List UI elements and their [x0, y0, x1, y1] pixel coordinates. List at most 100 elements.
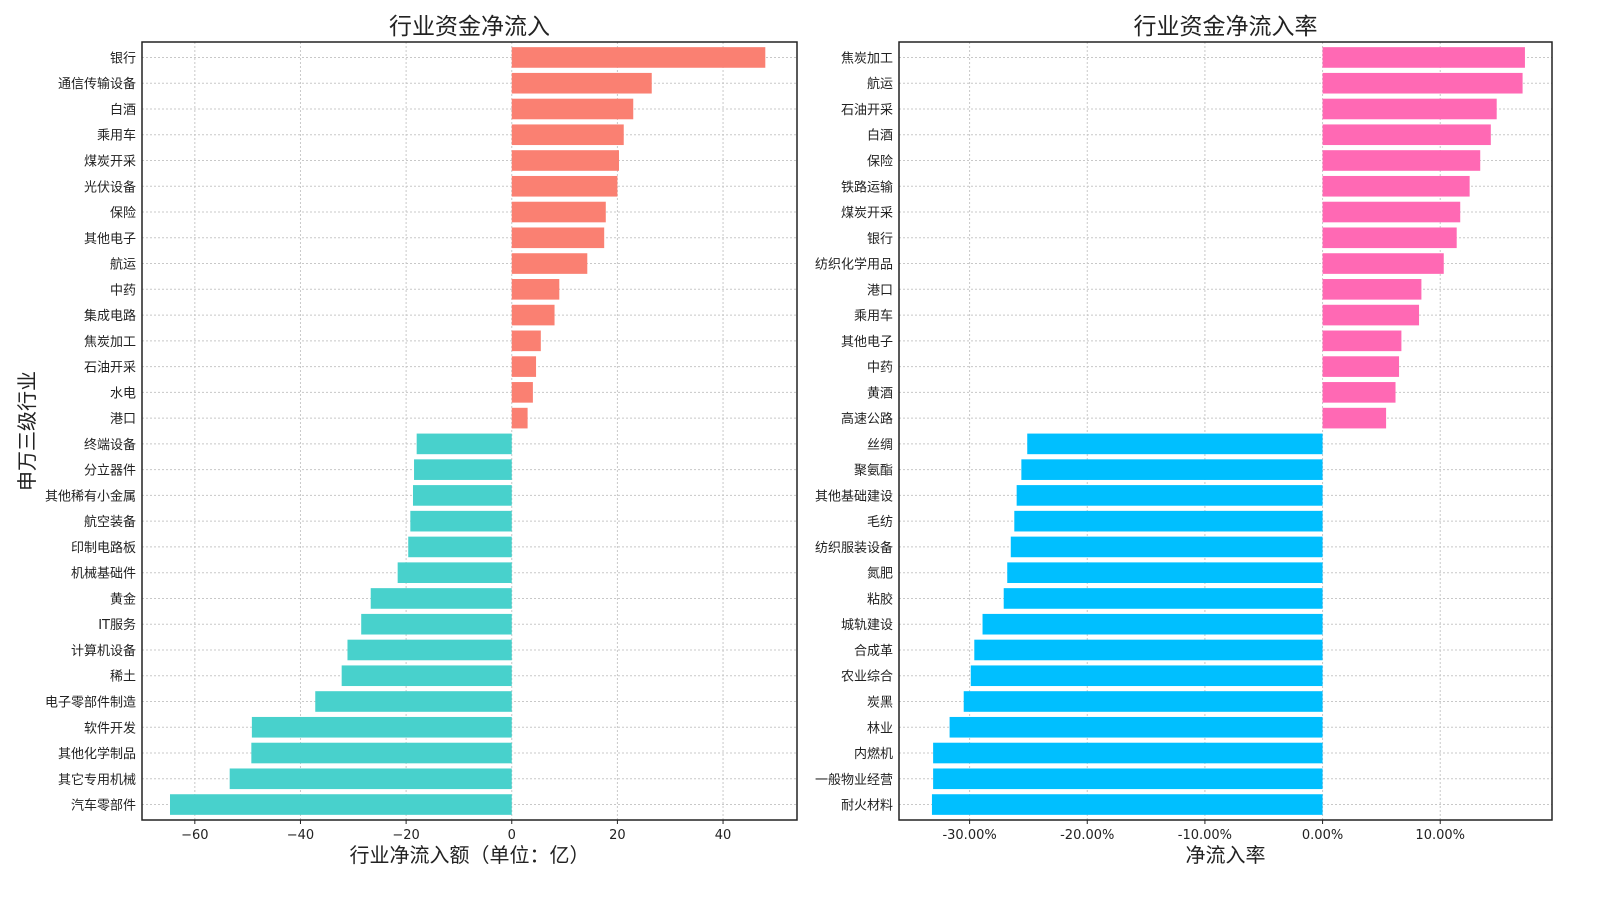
bar: [169, 794, 512, 815]
category-label: 其他稀有小金属: [45, 488, 136, 504]
category-label: 毛纺: [867, 515, 893, 530]
x-tick-label: 20: [609, 828, 626, 843]
bar: [229, 768, 512, 790]
category-label: 白酒: [110, 102, 136, 118]
x-axis-label: 行业净流入额（单位：亿）: [350, 843, 590, 867]
bar: [1322, 150, 1481, 171]
bar: [408, 536, 512, 558]
x-tick-label: 40: [715, 828, 732, 843]
plot-frame: [141, 41, 798, 821]
bar: [511, 253, 588, 274]
bar: [1322, 279, 1422, 300]
bar: [511, 227, 605, 249]
category-label: 其他化学制品: [58, 746, 136, 762]
bar: [1322, 407, 1387, 429]
bar: [397, 562, 512, 583]
category-label: 银行: [110, 51, 136, 66]
bar: [1322, 72, 1523, 94]
y-axis-label: 申万三级行业: [15, 371, 39, 491]
category-label: 黄酒: [867, 386, 893, 401]
category-label: 纺织服装设备: [815, 540, 893, 556]
bar: [414, 459, 512, 480]
category-label: 石油开采: [841, 103, 893, 118]
category-label: 煤炭开采: [84, 155, 136, 170]
category-label: 一般物业经营: [815, 772, 893, 788]
category-label: 机械基础件: [71, 567, 136, 582]
category-label: 软件开发: [84, 720, 136, 736]
bar: [1322, 227, 1457, 249]
x-tick-label: -20.00%: [1060, 828, 1114, 843]
x-axis-label: 净流入率: [1186, 843, 1266, 867]
category-label: 其他基础建设: [815, 489, 893, 504]
category-label: 稀土: [110, 670, 136, 685]
bar: [1322, 382, 1396, 403]
bar: [949, 716, 1323, 738]
plot-frame: [898, 41, 1553, 821]
bar: [361, 613, 512, 635]
bar: [511, 124, 624, 146]
category-label: 光伏设备: [84, 179, 136, 195]
category-label: 航运: [110, 257, 136, 273]
category-label: 高速公路: [841, 411, 893, 427]
bar: [1322, 124, 1491, 146]
bar: [511, 279, 560, 300]
bar: [1016, 485, 1323, 506]
category-label: 航运: [867, 76, 893, 92]
bar: [963, 691, 1323, 712]
bar: [1322, 175, 1470, 197]
category-label: 港口: [867, 283, 893, 298]
category-label: 通信传输设备: [58, 76, 136, 92]
bar: [974, 639, 1323, 661]
category-label: 中药: [110, 283, 136, 298]
category-label: 汽车零部件: [71, 798, 136, 814]
bar: [251, 716, 512, 738]
bar: [511, 201, 606, 223]
bar: [416, 433, 512, 455]
category-label: 保险: [867, 155, 893, 170]
bar: [412, 485, 512, 506]
category-label: 内燃机: [854, 746, 893, 762]
bar: [1010, 536, 1323, 558]
category-label: 电子零部件制造: [45, 695, 136, 710]
category-label: 其他电子: [84, 232, 136, 247]
category-label: 合成革: [854, 644, 893, 659]
category-label: 黄金: [110, 591, 136, 607]
bar: [1322, 330, 1402, 352]
x-tick-label: −60: [181, 828, 208, 843]
category-label: 乘用车: [97, 128, 136, 144]
category-label: 耐火材料: [841, 799, 893, 814]
bar: [511, 356, 537, 377]
bar: [933, 768, 1323, 790]
bar: [1322, 253, 1444, 274]
category-label: 航空装备: [84, 514, 136, 530]
bar: [931, 794, 1323, 815]
bar: [1322, 304, 1420, 326]
category-label: 分立器件: [84, 464, 136, 479]
category-label: 城轨建设: [841, 618, 893, 633]
chart-title: 行业资金净流入率: [1134, 14, 1318, 40]
bar: [410, 510, 512, 532]
x-tick-label: 0: [508, 828, 516, 843]
category-label: 煤炭开采: [841, 206, 893, 221]
x-tick-label: -10.00%: [1178, 828, 1232, 843]
category-label: 中药: [867, 361, 893, 376]
bar: [511, 304, 555, 326]
category-label: 乘用车: [854, 308, 893, 324]
category-label: 炭黑: [867, 695, 893, 710]
category-label: 其它专用机械: [58, 772, 136, 788]
category-label: 石油开采: [84, 361, 136, 376]
category-label: IT服务: [98, 617, 136, 633]
bar: [970, 665, 1323, 687]
bar: [251, 742, 512, 764]
x-tick-label: 0.00%: [1302, 828, 1343, 843]
bar: [1007, 562, 1323, 583]
category-label: 终端设备: [84, 437, 136, 453]
category-label: 氮肥: [867, 567, 893, 582]
category-label: 集成电路: [84, 308, 136, 324]
category-label: 计算机设备: [71, 643, 136, 659]
category-label: 纺织化学用品: [815, 257, 893, 273]
category-label: 保险: [110, 206, 136, 221]
bar: [933, 742, 1323, 764]
category-label: 林业: [867, 721, 893, 736]
